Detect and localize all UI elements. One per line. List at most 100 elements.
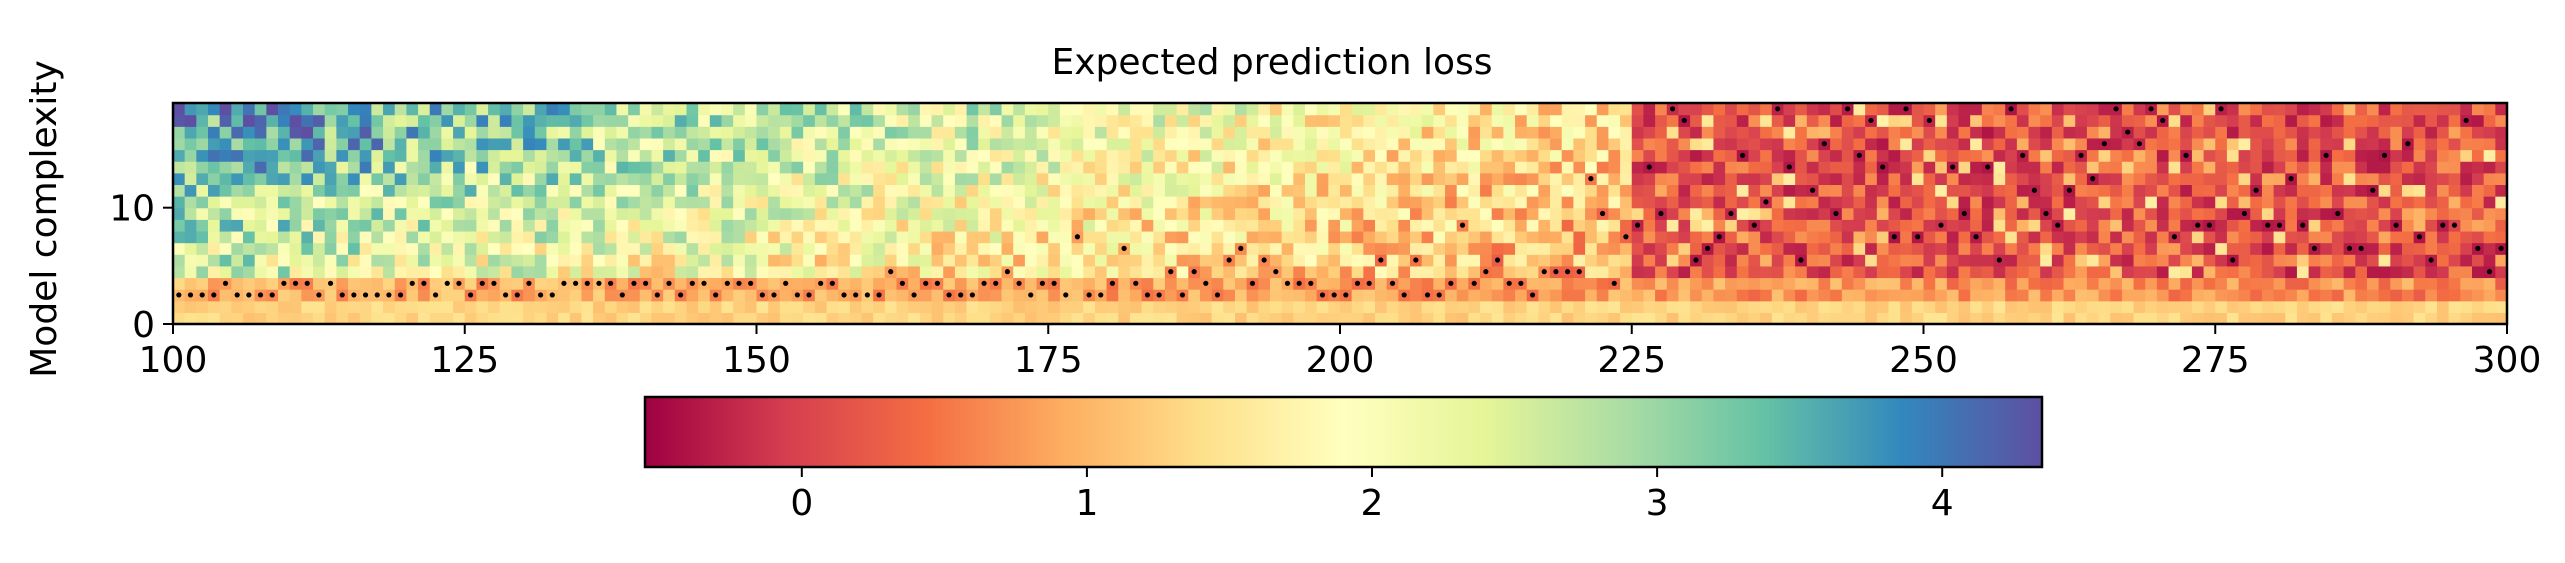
heat-cell bbox=[2098, 126, 2111, 139]
heat-cell bbox=[2273, 265, 2286, 279]
heat-cell bbox=[1386, 161, 1399, 174]
heat-cell bbox=[266, 254, 279, 267]
heat-cell bbox=[674, 172, 688, 186]
heat-cell bbox=[2471, 265, 2485, 279]
heat-cell bbox=[674, 161, 688, 174]
heat-cell bbox=[1853, 196, 1866, 209]
heat-cell bbox=[791, 230, 804, 244]
heat-cell bbox=[2098, 265, 2111, 279]
min-loss-marker bbox=[1716, 234, 1722, 240]
heat-cell bbox=[196, 254, 209, 267]
heat-cell bbox=[1048, 219, 1061, 232]
heat-cell bbox=[1094, 254, 1108, 267]
heat-cell bbox=[1410, 172, 1423, 186]
heat-cell bbox=[2425, 114, 2438, 127]
heat-cell bbox=[569, 300, 583, 313]
heat-cell bbox=[266, 265, 279, 279]
heat-cell bbox=[779, 103, 793, 116]
heat-cell bbox=[1375, 207, 1388, 220]
heat-cell bbox=[2110, 277, 2123, 290]
heat-cell bbox=[2273, 184, 2286, 197]
heat-cell bbox=[2040, 126, 2053, 139]
heat-cell bbox=[2005, 242, 2018, 255]
min-loss-marker bbox=[526, 280, 532, 286]
heat-cell bbox=[2075, 254, 2088, 267]
heat-cell bbox=[2238, 254, 2251, 267]
heat-cell bbox=[289, 289, 302, 302]
heat-cell bbox=[1094, 277, 1108, 290]
heat-cell bbox=[1118, 126, 1131, 139]
heat-cell bbox=[1736, 114, 1750, 127]
heat-cell bbox=[2168, 196, 2181, 209]
heat-cell bbox=[838, 184, 851, 197]
heat-cell bbox=[1911, 277, 1925, 290]
heat-cell bbox=[814, 103, 828, 116]
heat-cell bbox=[1771, 149, 1785, 162]
heat-cell bbox=[1608, 300, 1621, 313]
heat-cell bbox=[1340, 277, 1353, 290]
heat-cell bbox=[2401, 312, 2415, 325]
heat-cell bbox=[266, 242, 279, 255]
heat-cell bbox=[826, 242, 839, 255]
heat-cell bbox=[1351, 114, 1364, 127]
heat-cell bbox=[2238, 312, 2251, 325]
heat-cell bbox=[1398, 230, 1411, 244]
heat-cell bbox=[1059, 103, 1073, 116]
heat-cell bbox=[208, 277, 221, 290]
heat-cell bbox=[1363, 207, 1376, 220]
heat-cell bbox=[301, 207, 314, 220]
heat-cell bbox=[1433, 161, 1446, 174]
heat-cell bbox=[1199, 114, 1213, 127]
heat-cell bbox=[1129, 265, 1143, 279]
heat-cell bbox=[1421, 161, 1434, 174]
heat-cell bbox=[709, 137, 723, 151]
heat-cell bbox=[2226, 230, 2240, 244]
heat-cell bbox=[2040, 137, 2053, 151]
heat-cell bbox=[1106, 242, 1119, 255]
heat-cell bbox=[919, 254, 933, 267]
heat-cell bbox=[371, 126, 384, 139]
heat-cell bbox=[1713, 265, 1726, 279]
heat-cell bbox=[1935, 289, 1948, 302]
heat-cell bbox=[1538, 219, 1551, 232]
heat-cell bbox=[651, 277, 664, 290]
heat-cell bbox=[1573, 254, 1586, 267]
heat-cell bbox=[1421, 149, 1434, 162]
heat-cell bbox=[1736, 172, 1750, 186]
heat-cell bbox=[884, 289, 898, 302]
heat-cell bbox=[873, 114, 886, 127]
heat-cell bbox=[1725, 149, 1738, 162]
heat-cell bbox=[1853, 207, 1866, 220]
heat-cell bbox=[1783, 254, 1796, 267]
x-tick-label: 150 bbox=[722, 340, 791, 381]
heat-cell bbox=[1783, 103, 1796, 116]
heat-cell bbox=[1480, 114, 1493, 127]
heat-cell bbox=[1690, 103, 1703, 116]
heat-cell bbox=[219, 242, 232, 255]
heat-cell bbox=[1211, 265, 1224, 279]
heat-cell bbox=[1001, 207, 1014, 220]
heat-cell bbox=[173, 242, 186, 255]
heat-cell bbox=[1024, 172, 1038, 186]
heat-cell bbox=[2331, 149, 2345, 162]
min-loss-marker bbox=[666, 280, 672, 286]
heat-cell bbox=[1970, 196, 1983, 209]
heat-cell bbox=[2378, 219, 2391, 232]
heat-cell bbox=[1596, 137, 1610, 151]
heat-cell bbox=[266, 219, 279, 232]
heat-cell bbox=[1923, 277, 1936, 290]
heat-cell bbox=[208, 172, 221, 186]
heat-cell bbox=[1795, 172, 1808, 186]
heat-cell bbox=[1340, 219, 1353, 232]
heat-cell bbox=[791, 114, 804, 127]
min-loss-marker bbox=[2393, 222, 2399, 228]
heat-cell bbox=[849, 230, 863, 244]
heat-cell bbox=[1736, 103, 1750, 116]
heat-cell bbox=[1771, 114, 1785, 127]
min-loss-marker bbox=[269, 292, 275, 298]
heat-cell bbox=[2448, 196, 2461, 209]
heat-cell bbox=[1783, 219, 1796, 232]
min-loss-marker bbox=[502, 292, 509, 298]
heat-cell bbox=[1480, 219, 1493, 232]
heat-cell bbox=[686, 114, 699, 127]
